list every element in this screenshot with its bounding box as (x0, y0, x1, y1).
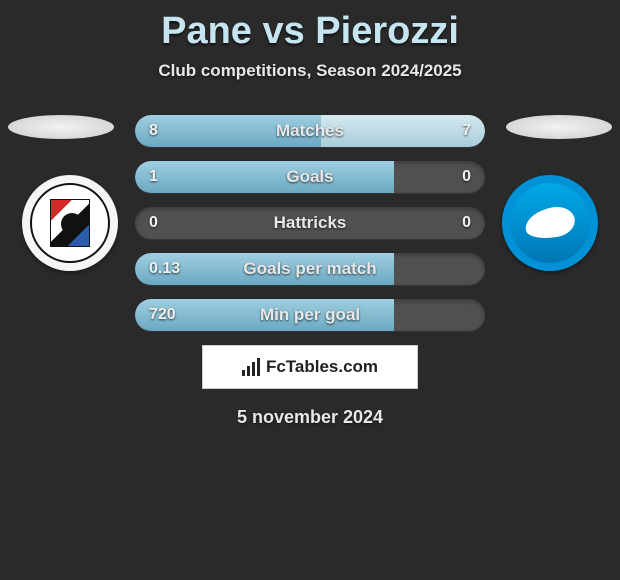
stat-row: 0.13Goals per match (135, 253, 485, 285)
club-logo-right (502, 175, 598, 271)
stat-label: Goals per match (135, 253, 485, 285)
stat-label: Goals (135, 161, 485, 193)
stat-label: Min per goal (135, 299, 485, 331)
stat-row: 8Matches7 (135, 115, 485, 147)
brand-box[interactable]: FcTables.com (202, 345, 418, 389)
date-label: 5 november 2024 (0, 407, 620, 428)
stat-value-right: 0 (462, 161, 471, 193)
stat-label: Matches (135, 115, 485, 147)
comparison-area: 8Matches71Goals00Hattricks00.13Goals per… (0, 115, 620, 428)
club-logo-left (22, 175, 118, 271)
club-badge-left-icon (30, 183, 110, 263)
player-right-ellipse (506, 115, 612, 139)
stat-row: 1Goals0 (135, 161, 485, 193)
stat-row: 0Hattricks0 (135, 207, 485, 239)
stats-container: 8Matches71Goals00Hattricks00.13Goals per… (135, 115, 485, 331)
stat-value-right: 0 (462, 207, 471, 239)
stat-label: Hattricks (135, 207, 485, 239)
page-title: Pane vs Pierozzi (0, 0, 620, 53)
brand-text: FcTables.com (266, 357, 378, 377)
stat-value-right: 7 (462, 115, 471, 147)
stat-row: 720Min per goal (135, 299, 485, 331)
brand-bars-icon (242, 358, 260, 376)
player-left-ellipse (8, 115, 114, 139)
subtitle: Club competitions, Season 2024/2025 (0, 61, 620, 81)
club-badge-right-icon (510, 183, 590, 263)
